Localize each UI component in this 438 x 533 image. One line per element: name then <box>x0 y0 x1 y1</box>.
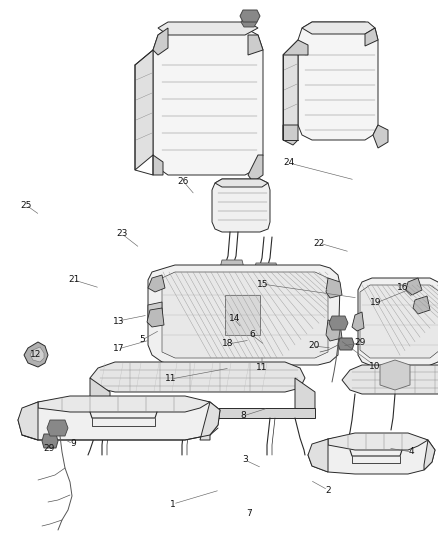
Polygon shape <box>18 402 38 440</box>
Polygon shape <box>158 22 258 35</box>
Text: 4: 4 <box>409 448 414 456</box>
Polygon shape <box>148 302 162 323</box>
Polygon shape <box>47 420 68 436</box>
Polygon shape <box>326 278 342 298</box>
Polygon shape <box>283 40 308 55</box>
Text: 8: 8 <box>240 411 246 420</box>
Text: 15: 15 <box>257 280 268 288</box>
Text: 23: 23 <box>116 229 127 238</box>
Polygon shape <box>147 308 164 327</box>
Polygon shape <box>215 179 268 187</box>
Polygon shape <box>90 362 305 392</box>
Text: 10: 10 <box>369 362 380 370</box>
Polygon shape <box>406 278 422 295</box>
Text: 17: 17 <box>113 344 124 353</box>
Polygon shape <box>424 440 435 470</box>
Text: 9: 9 <box>71 439 77 448</box>
Polygon shape <box>342 365 438 394</box>
Polygon shape <box>153 28 263 175</box>
Polygon shape <box>248 155 263 182</box>
Text: 5: 5 <box>139 335 145 344</box>
Polygon shape <box>248 35 263 55</box>
Text: 14: 14 <box>229 314 240 323</box>
Polygon shape <box>24 342 48 367</box>
Polygon shape <box>38 396 210 412</box>
Polygon shape <box>365 28 378 46</box>
Text: 12: 12 <box>30 351 42 359</box>
Text: 1: 1 <box>170 500 176 508</box>
Polygon shape <box>326 320 342 341</box>
Polygon shape <box>90 378 110 415</box>
Polygon shape <box>90 408 315 418</box>
Text: 29: 29 <box>43 445 55 453</box>
Polygon shape <box>308 439 328 472</box>
Polygon shape <box>30 347 44 362</box>
Text: 19: 19 <box>370 298 381 307</box>
Text: 26: 26 <box>177 177 189 185</box>
Polygon shape <box>302 22 375 34</box>
Text: 29: 29 <box>354 338 366 347</box>
Polygon shape <box>358 278 438 366</box>
Text: 25: 25 <box>21 201 32 209</box>
Polygon shape <box>225 295 260 335</box>
Polygon shape <box>135 50 153 170</box>
Text: 16: 16 <box>397 284 409 292</box>
Text: 6: 6 <box>249 330 255 339</box>
Text: 20: 20 <box>308 342 319 350</box>
Text: 3: 3 <box>242 456 248 464</box>
Text: 22: 22 <box>313 239 325 247</box>
Polygon shape <box>153 155 163 175</box>
Text: 24: 24 <box>283 158 295 167</box>
Text: 21: 21 <box>69 276 80 284</box>
Polygon shape <box>153 28 168 55</box>
Polygon shape <box>283 125 298 145</box>
Polygon shape <box>360 285 438 358</box>
Polygon shape <box>380 360 410 390</box>
Text: 18: 18 <box>222 340 233 348</box>
Polygon shape <box>148 275 165 292</box>
Polygon shape <box>254 263 278 271</box>
Polygon shape <box>200 402 220 440</box>
Text: 11: 11 <box>256 364 268 372</box>
Text: 13: 13 <box>113 317 124 326</box>
Polygon shape <box>283 40 298 140</box>
Polygon shape <box>42 434 58 448</box>
Polygon shape <box>220 260 244 268</box>
Polygon shape <box>212 179 270 232</box>
Polygon shape <box>240 10 260 22</box>
Polygon shape <box>328 433 428 450</box>
Polygon shape <box>338 338 354 350</box>
Text: 7: 7 <box>246 509 252 518</box>
Polygon shape <box>352 312 364 331</box>
Text: 2: 2 <box>326 486 331 495</box>
Polygon shape <box>298 22 378 140</box>
Polygon shape <box>18 398 220 440</box>
Polygon shape <box>295 378 315 415</box>
Polygon shape <box>329 316 348 330</box>
Polygon shape <box>308 435 435 474</box>
Polygon shape <box>148 265 340 365</box>
Text: 11: 11 <box>165 374 177 383</box>
Polygon shape <box>241 18 257 27</box>
Polygon shape <box>162 272 328 358</box>
Polygon shape <box>413 296 430 314</box>
Polygon shape <box>373 125 388 148</box>
